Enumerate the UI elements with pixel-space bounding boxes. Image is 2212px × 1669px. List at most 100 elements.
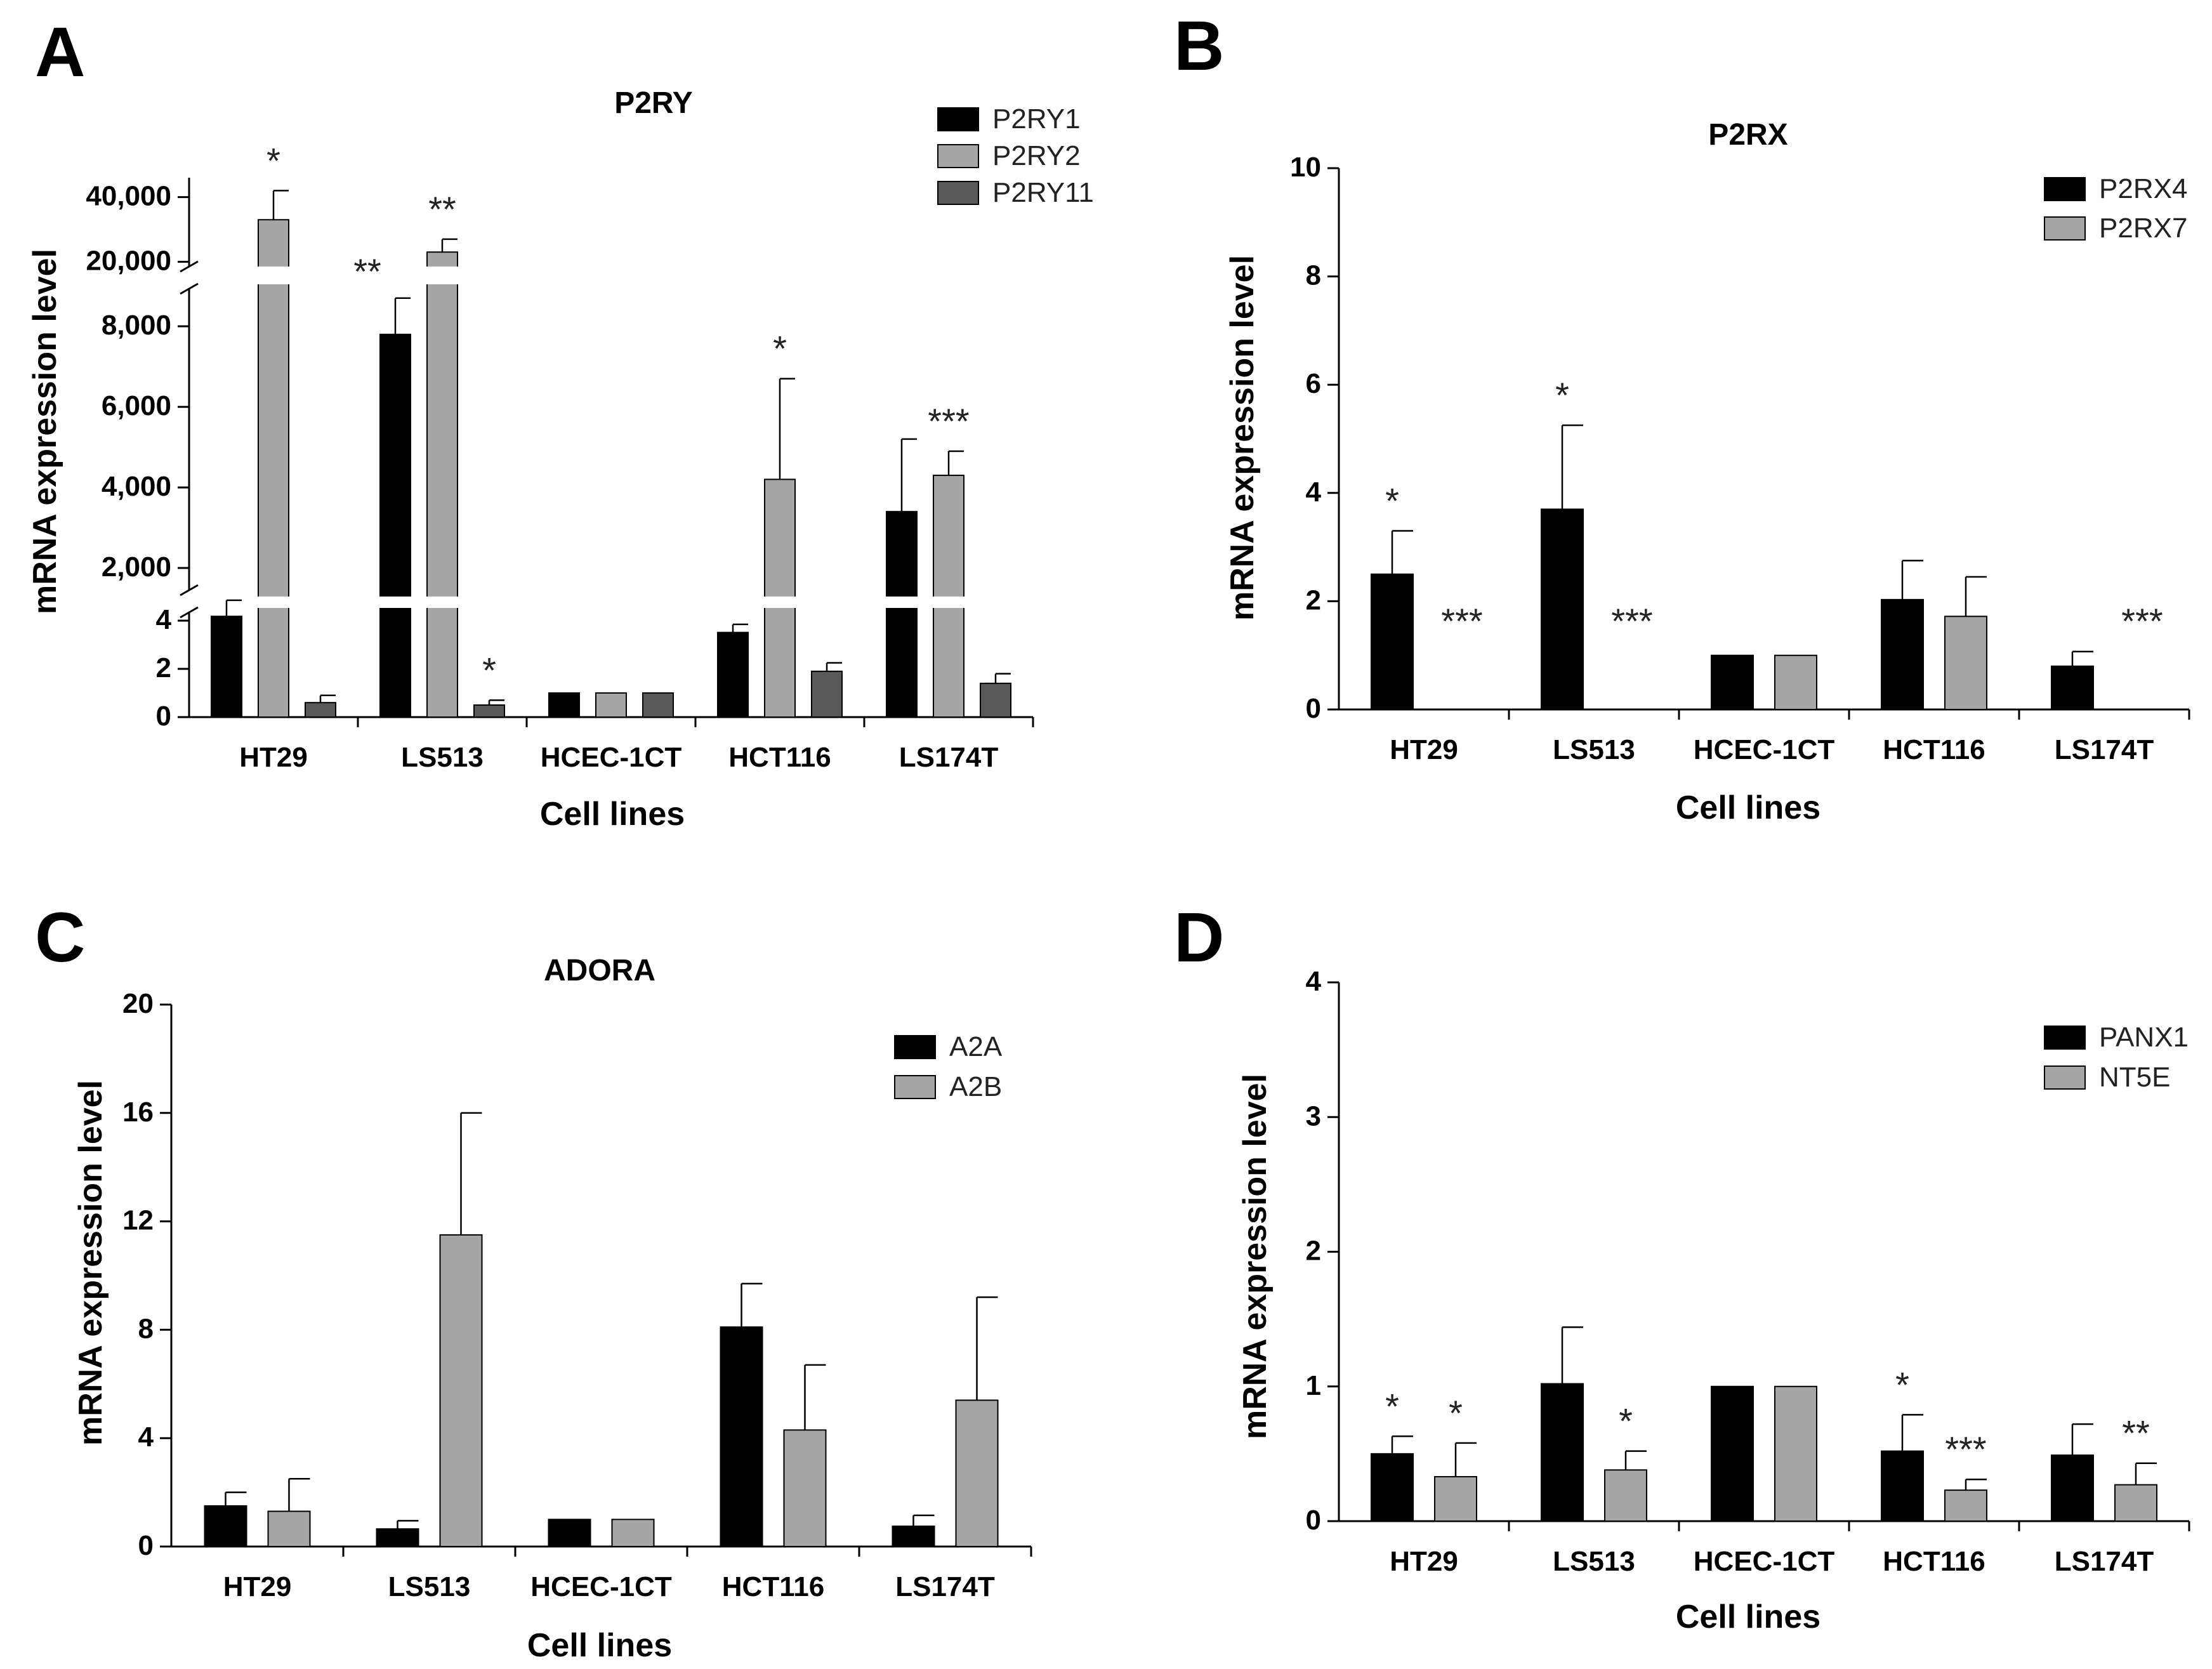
panel-a-legend-label: P2RY2 [992,140,1081,171]
panel-b-bar-p2rx7 [1774,654,1817,710]
panel-a-bar-break-gap [426,597,459,608]
panel-c-y-label: mRNA expression level [72,1080,109,1446]
panel-c-y-tick-label: 20 [122,988,154,1019]
panel-c-x-tick-label: LS174T [895,1571,995,1602]
panel-a-y-label: mRNA expression level [27,249,63,614]
panel-a-legend-label: P2RY1 [992,103,1081,135]
panel-d-bar-nt5e [1604,1469,1647,1522]
panel-c-bar-a2a [376,1528,419,1548]
panel-b-bar-p2rx4 [1541,508,1584,710]
panel-a-bar-break-gap [932,597,965,608]
panel-a-axis-break-mark [180,584,199,597]
panel-d-significance-label: ** [2122,1413,2150,1453]
panel-b-x-tick-label: HCEC-1CT [1694,734,1835,765]
panel-d-bar-nt5e [1434,1475,1477,1522]
panel-d-y-label: mRNA expression level [1237,1074,1274,1439]
panel-b-y-label: mRNA expression level [1224,255,1261,621]
panel-c-y-tick-label: 8 [138,1313,154,1344]
panel-c-bar-a2a [892,1525,935,1548]
panel-a-bar-break-gap [763,597,796,608]
panel-d-letter: D [1174,899,1224,977]
panel-a-bar-p2ry11 [642,692,674,718]
panel-d-legend-label: PANX1 [2099,1022,2189,1053]
panel-d-bar-panx1 [1711,1385,1754,1522]
panel-c-bar-a2b [611,1519,655,1548]
panel-b-legend-label: P2RX7 [2099,213,2187,244]
panel-d-x-label: Cell lines [1676,1599,1820,1635]
panel-c: C ADORA mRNA expression level Cell lines [35,899,672,1664]
panel-a-y-tick-label: 4,000 [102,471,171,502]
panel-a-bar-break-gap [426,267,459,284]
panel-d-bar-panx1 [1541,1383,1584,1522]
panel-c-bar-a2a [204,1505,247,1547]
panel-b-x-tick-label: HCT116 [1883,734,1985,765]
panel-a-bar-p2ry11 [980,682,1011,718]
panel-a-bar-p2ry2 [933,475,964,718]
panel-a-axis-break-mark [180,260,199,273]
panel-b-y-tick-label: 0 [1306,693,1321,724]
panel-d-y-tick-label: 0 [1306,1505,1321,1536]
panel-a-y-tick-label: 4 [156,604,172,635]
panel-a: A P2RY mRNA expression level Cell lines [27,13,693,833]
panel-b-significance-label: * [1555,375,1569,415]
panel-d-significance-label: * [1385,1386,1399,1426]
panel-b-y-tick-label: 8 [1306,260,1321,291]
panel-a-bar-p2ry1 [211,616,242,718]
panel-c-title: ADORA [544,954,655,987]
panel-b-bar-p2rx4 [2051,665,2094,711]
panel-c-x-tick-label: LS513 [388,1571,471,1602]
panel-b-significance-label: *** [1611,601,1652,641]
panel-c-y-tick-label: 4 [138,1422,154,1453]
panel-a-title: P2RY [614,86,693,120]
panel-a-bar-break-gap [257,597,290,608]
panel-d-significance-label: *** [1945,1429,1986,1469]
panel-c-legend-label: A2A [949,1031,1003,1062]
panel-d-significance-label: * [1449,1393,1463,1433]
panel-c-bar-a2a [548,1519,591,1548]
panel-c-y-tick-label: 0 [138,1530,154,1561]
panel-a-bar-p2ry11 [811,670,843,718]
panel-a-significance-label: * [773,329,787,369]
panel-a-bar-p2ry1 [717,631,749,718]
panel-d-x-tick-label: HT29 [1390,1546,1458,1577]
panel-a-bar-p2ry2 [258,219,289,718]
panel-a-y-tick-label: 8,000 [102,310,171,341]
panel-a-bar-p2ry2 [595,692,627,718]
panel-d-significance-label: * [1895,1364,1909,1404]
panel-c-x-tick-label: HCT116 [722,1571,824,1602]
panel-d-bar-panx1 [1881,1450,1924,1522]
panel-a-y-tick-label: 2 [156,652,171,683]
panel-d: D mRNA expression level Cell lines [1174,899,1820,1635]
panel-b-bar-p2rx4 [1711,654,1754,710]
panel-a-x-label: Cell lines [540,796,685,833]
panel-d-legend-swatch [2044,1026,2086,1050]
panel-a-bar-break-gap [379,597,412,608]
panel-b-title: P2RX [1708,118,1787,152]
panel-a-axis-break-mark [180,606,199,619]
panel-a-x-tick-label: LS174T [899,742,999,773]
panel-a-legend-swatch [937,107,979,131]
panel-d-x-tick-label: LS513 [1553,1546,1635,1577]
panel-a-x-tick-label: HT29 [239,742,308,773]
panel-a-significance-label: ** [428,189,456,229]
panel-a-significance-label: * [482,650,496,690]
panel-b-legend-swatch [2044,177,2086,201]
panel-b-x-tick-label: LS513 [1553,734,1635,765]
panel-a-legend-swatch [937,144,979,168]
panel-a-bar-break-gap [257,267,290,284]
panel-d-y-tick-label: 2 [1306,1236,1321,1267]
panel-d-bar-nt5e [2114,1484,2157,1522]
panel-a-bar-p2ry1 [379,333,411,718]
panel-d-bar-nt5e [1944,1489,1987,1522]
panel-a-y-tick-label: 40,000 [86,181,171,212]
panel-b-x-label: Cell lines [1676,789,1820,826]
panel-c-legend-swatch [894,1035,936,1059]
panel-b-y-tick-label: 10 [1290,152,1321,183]
panel-a-bar-p2ry11 [473,704,505,718]
panel-c-x-label: Cell lines [527,1627,672,1664]
panel-c-y-tick-label: 12 [122,1205,154,1236]
panel-a-y-tick-label: 20,000 [86,246,171,277]
panel-d-significance-label: * [1619,1401,1633,1441]
